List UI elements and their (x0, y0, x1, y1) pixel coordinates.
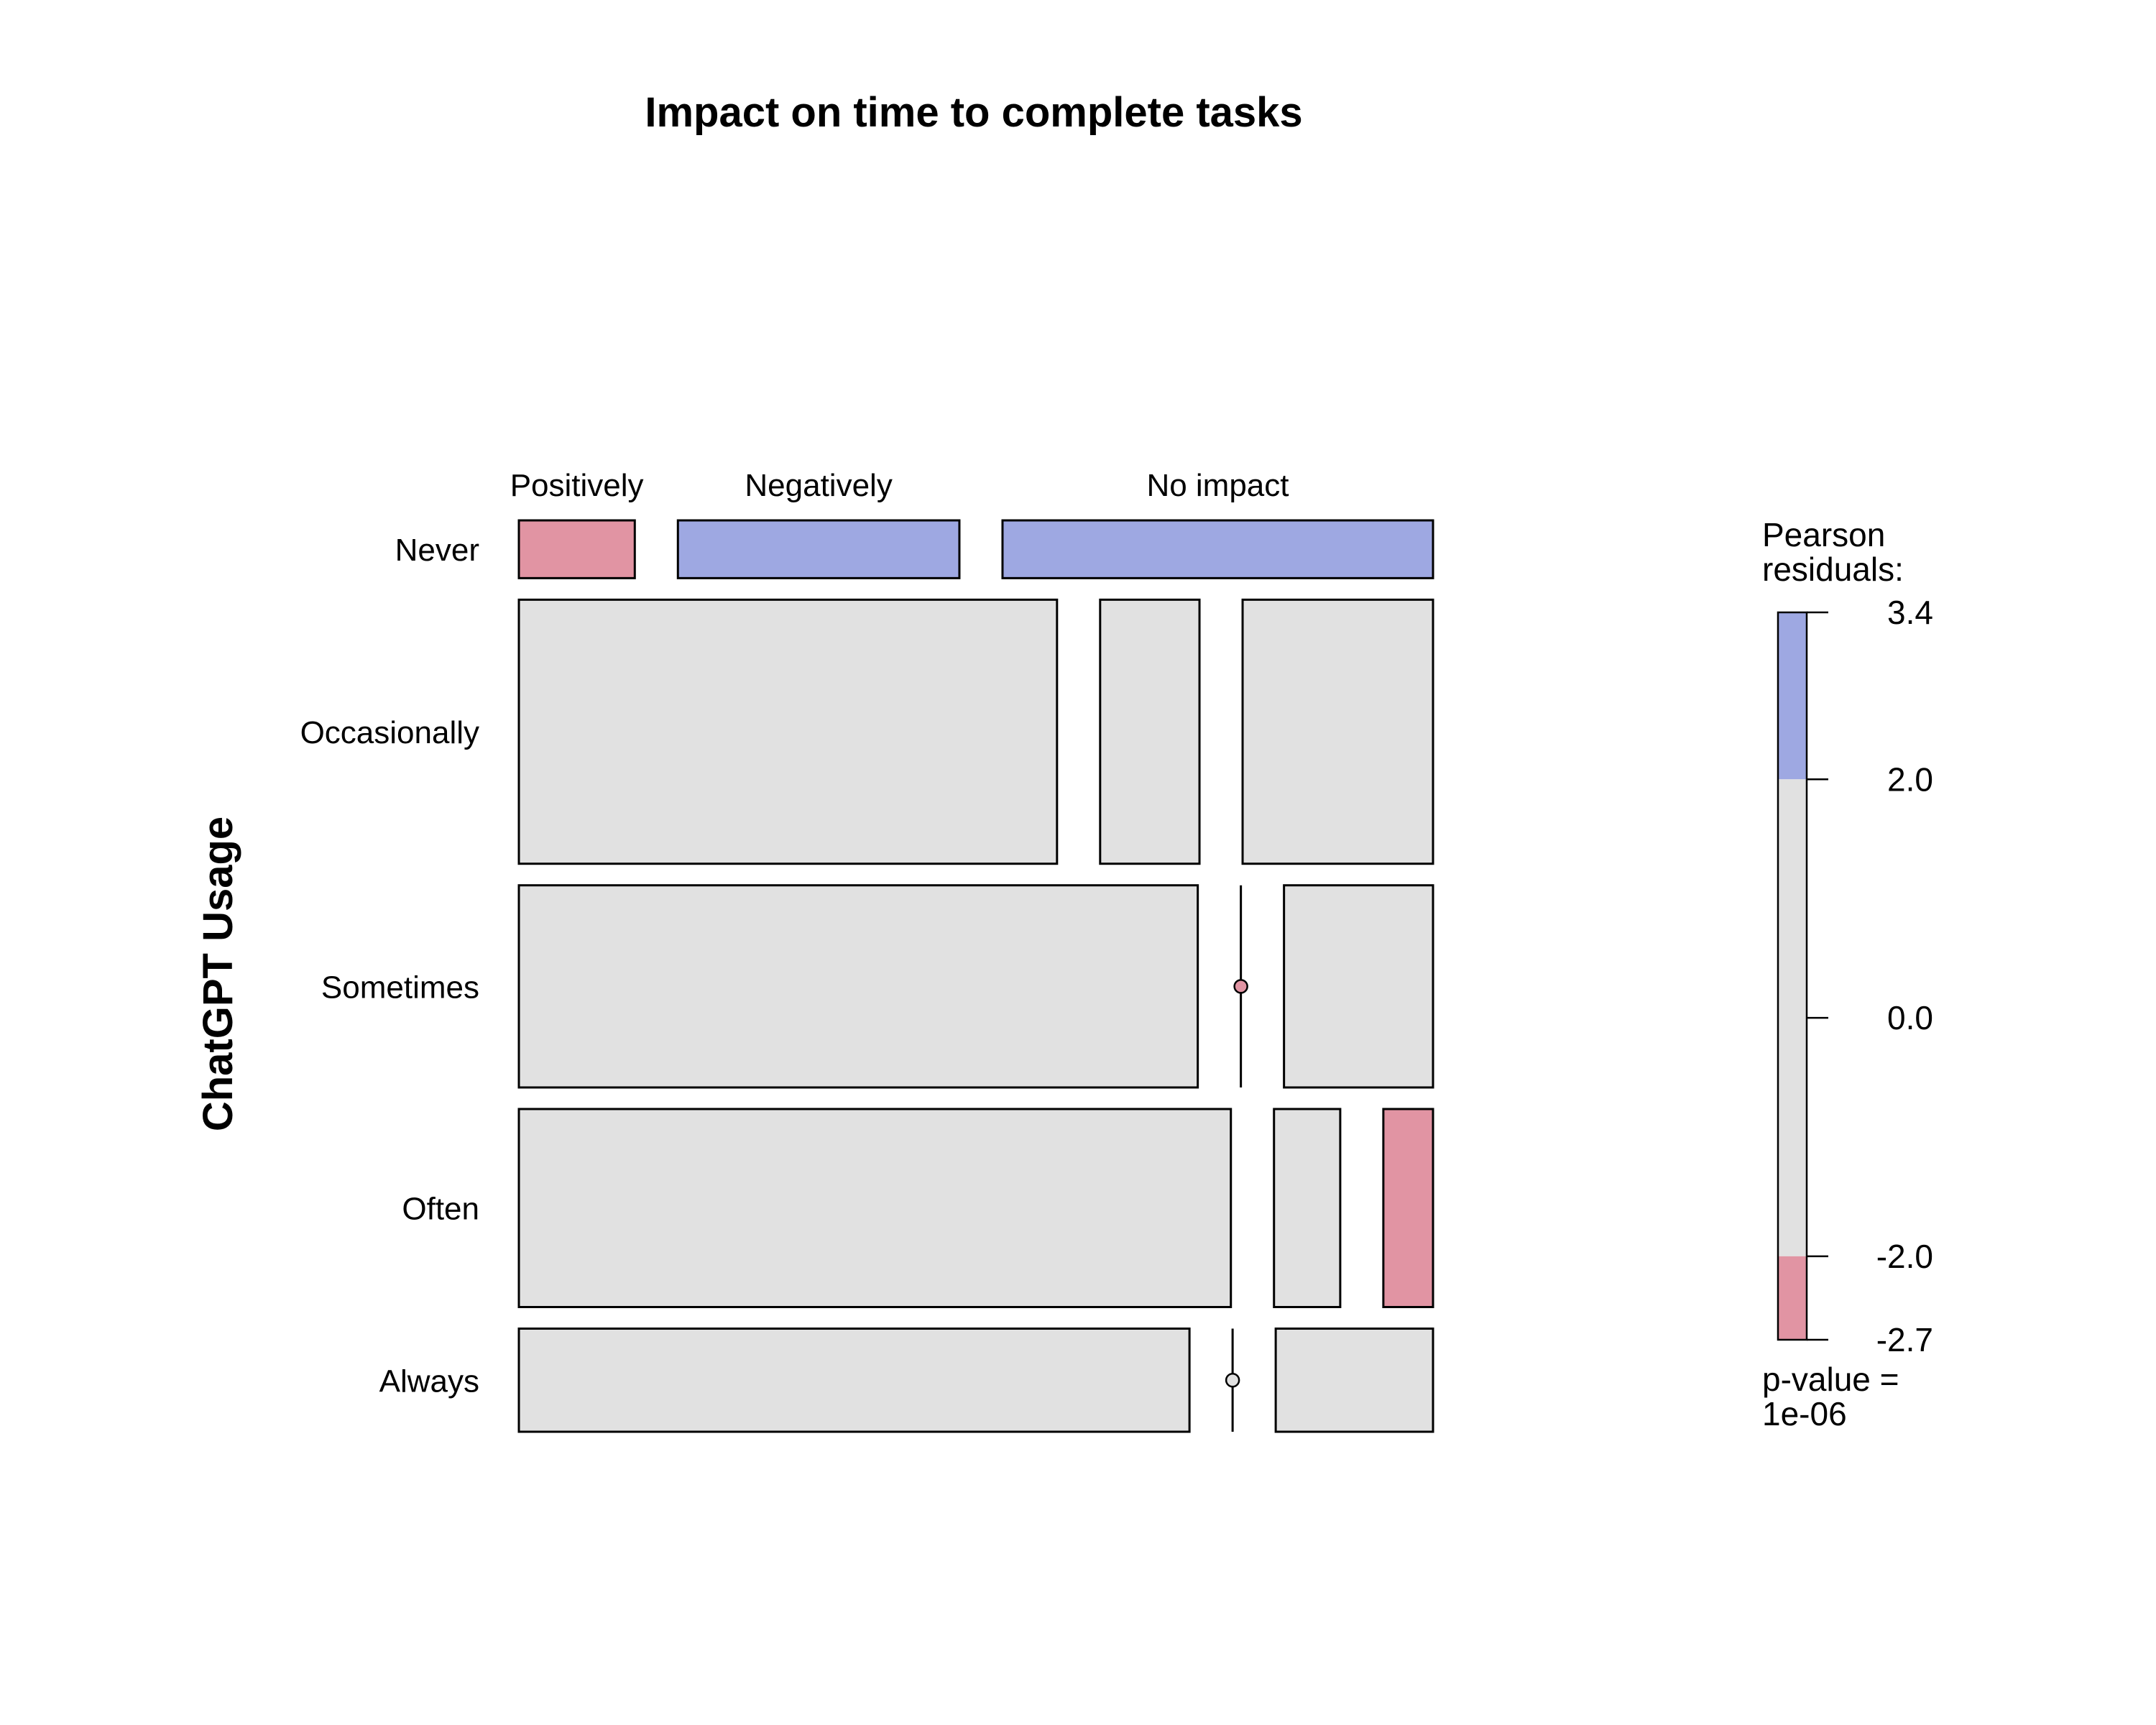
row-label-often: Often (402, 1192, 479, 1227)
legend-bar-outline (1777, 611, 1808, 1341)
legend-segment-mid (1778, 779, 1807, 1256)
legend-segment-low (1778, 1256, 1807, 1340)
tile-sometimes-positively (517, 884, 1199, 1089)
legend-title-line2: residuals: (1762, 551, 1904, 588)
tile-sometimes-no-impact (1283, 884, 1434, 1089)
row-label-never: Never (395, 533, 479, 568)
legend-colorbar (1777, 611, 1808, 1341)
row-label-always: Always (379, 1363, 479, 1399)
chart-title: Impact on time to complete tasks (645, 89, 1302, 136)
column-label-positively: Positively (510, 468, 644, 503)
column-label-negatively: Negatively (745, 468, 892, 503)
tile-occasionally-negatively (1099, 598, 1201, 865)
legend-segment-high (1778, 612, 1807, 780)
tile-never-no-impact (1001, 519, 1434, 579)
legend-tick-label-0: 3.4 (1887, 594, 1933, 631)
legend-tick-label-4: -2.7 (1876, 1321, 1933, 1358)
mosaic-tiles (517, 519, 1434, 1433)
p-value-value: 1e-06 (1762, 1395, 1847, 1432)
tile-sometimes-negatively-empty-marker (1233, 979, 1248, 994)
legend-tick-label-1: 2.0 (1887, 760, 1933, 798)
column-labels: Positively Negatively No impact (510, 468, 1289, 503)
tile-always-negatively-empty-marker (1225, 1373, 1240, 1388)
row-label-sometimes: Sometimes (321, 970, 479, 1005)
legend-ticks: 3.4 2.0 0.0 -2.0 -2.7 (1807, 594, 1933, 1358)
tile-occasionally-positively (517, 598, 1059, 865)
column-label-no-impact: No impact (1146, 468, 1289, 503)
tile-often-no-impact (1382, 1108, 1434, 1308)
tile-never-positively (517, 519, 636, 579)
y-axis-label: ChatGPT Usage (195, 816, 241, 1131)
tile-often-positively (517, 1108, 1233, 1308)
legend: Pearson residuals: 3.4 2.0 0.0 -2.0 -2.7 p-v… (1762, 516, 1933, 1432)
legend-tick-label-3: -2.0 (1876, 1238, 1933, 1275)
legend-tick-label-2: 0.0 (1887, 999, 1933, 1036)
tile-often-negatively (1273, 1108, 1342, 1308)
row-labels: Never Occasionally Sometimes Often Always (300, 533, 479, 1399)
tile-never-negatively (676, 519, 961, 579)
row-label-occasionally: Occasionally (300, 715, 479, 750)
p-value-label: p-value = (1762, 1361, 1899, 1398)
tile-always-positively (517, 1328, 1191, 1433)
legend-title-line1: Pearson (1762, 516, 1885, 553)
tile-occasionally-no-impact (1241, 598, 1434, 865)
tile-always-no-impact (1274, 1328, 1434, 1433)
